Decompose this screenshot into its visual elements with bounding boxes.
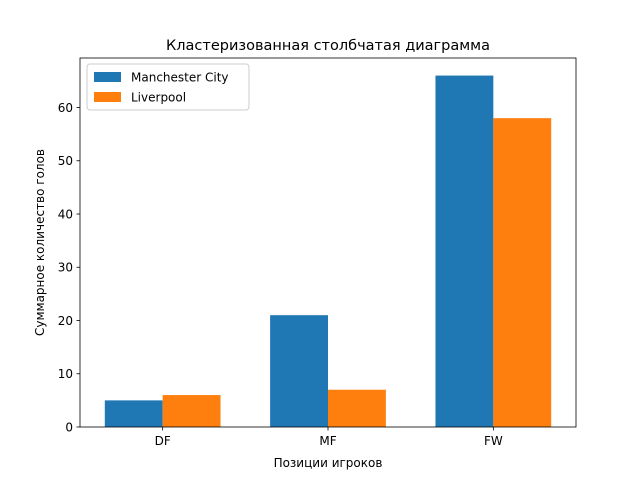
legend-label: Liverpool [131, 91, 186, 105]
chart-title: Кластеризованная столбчатая диаграмма [166, 38, 490, 54]
x-axis-label: Позиции игроков [274, 456, 383, 470]
y-tick-label: 30 [58, 261, 73, 275]
x-tick-label-mf: MF [319, 434, 336, 448]
legend-box [86, 63, 250, 111]
bar-liverpool-mf [328, 389, 386, 427]
x-tick-label-fw: FW [484, 434, 503, 448]
y-tick-label: 40 [58, 207, 73, 221]
legend: Manchester City Liverpool [86, 63, 250, 111]
legend-label: Manchester City [131, 71, 229, 85]
bar-manchester-city-mf [270, 315, 328, 427]
y-tick-label: 10 [58, 367, 73, 381]
y-tick-label: 60 [58, 101, 73, 115]
bar-liverpool-fw [493, 118, 552, 428]
legend-swatch [94, 92, 121, 102]
x-tick-label-df: DF [155, 434, 171, 448]
y-axis: 0 10 20 30 40 50 60 [58, 101, 80, 434]
y-tick-label: 50 [58, 154, 73, 168]
legend-swatch [94, 72, 121, 82]
y-tick-label: 0 [65, 420, 73, 434]
bar-manchester-city-fw [435, 75, 494, 428]
bar-manchester-city-df [104, 400, 163, 427]
x-axis: DF MF FW [155, 427, 503, 448]
bars-group [104, 75, 552, 428]
y-axis-label: Суммарное количество голов [33, 149, 47, 336]
bar-liverpool-df [162, 395, 221, 427]
y-tick-label: 20 [58, 314, 73, 328]
